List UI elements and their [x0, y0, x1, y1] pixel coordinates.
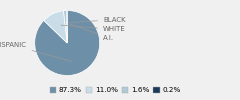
Text: WHITE: WHITE — [61, 25, 126, 32]
Text: BLACK: BLACK — [69, 17, 126, 23]
Legend: 87.3%, 11.0%, 1.6%, 0.2%: 87.3%, 11.0%, 1.6%, 0.2% — [47, 84, 183, 96]
Wedge shape — [64, 10, 67, 43]
Wedge shape — [44, 11, 67, 43]
Wedge shape — [35, 10, 100, 76]
Text: HISPANIC: HISPANIC — [0, 42, 73, 62]
Text: A.I.: A.I. — [70, 24, 114, 41]
